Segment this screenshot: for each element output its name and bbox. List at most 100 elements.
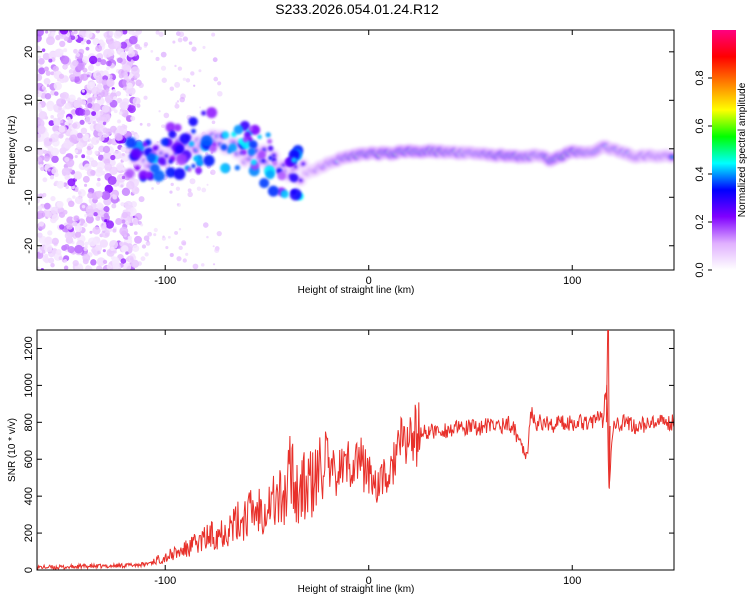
ridge-blob <box>138 170 149 181</box>
noise-blob <box>120 146 127 153</box>
ridge-blob <box>671 156 673 158</box>
y-tick-label: 10 <box>23 94 35 106</box>
noise-blob <box>83 38 87 43</box>
noise-blob <box>182 258 187 263</box>
noise-blob <box>97 57 102 63</box>
noise-blob <box>68 69 74 74</box>
noise-blob <box>52 125 59 132</box>
noise-blob <box>121 245 129 253</box>
noise-blob <box>48 120 55 127</box>
noise-blob <box>37 90 43 97</box>
noise-blob <box>92 226 101 235</box>
ridge-blob <box>261 158 266 163</box>
noise-blob <box>201 187 207 193</box>
snr-frame <box>36 329 675 571</box>
ridge-blob <box>277 171 287 181</box>
ridge-blob <box>233 124 244 135</box>
colorbar-ticks: 0.0 0.2 0.4 0.6 0.8 <box>694 70 712 278</box>
ridge-blob <box>294 165 297 168</box>
noise-blob <box>138 82 144 89</box>
ridge-blob <box>176 153 188 166</box>
noise-blob <box>112 96 118 101</box>
noise-blob <box>96 95 101 101</box>
noise-blob <box>143 235 150 242</box>
noise-blob <box>63 244 70 250</box>
noise-blob <box>102 70 109 77</box>
noise-blob <box>97 250 101 255</box>
noise-blob <box>96 202 103 209</box>
noise-blob <box>115 218 123 226</box>
noise-blob <box>93 211 98 217</box>
noise-blob <box>122 86 127 91</box>
noise-blob <box>106 264 113 270</box>
noise-blob <box>196 186 202 191</box>
noise-blob <box>176 256 182 262</box>
noise-blob <box>48 138 53 142</box>
noise-blob <box>70 35 76 41</box>
ridge-blob <box>221 131 230 139</box>
noise-blob <box>62 209 68 215</box>
spectrogram-frame <box>36 29 675 271</box>
noise-blob <box>63 259 68 263</box>
noise-blob <box>92 38 100 46</box>
ridge-blob <box>220 163 231 174</box>
noise-blob <box>188 41 193 45</box>
noise-blob <box>38 235 47 244</box>
noise-blob <box>138 46 142 51</box>
noise-blob <box>120 258 127 264</box>
noise-blob <box>66 116 71 121</box>
noise-blob <box>74 244 83 254</box>
noise-blob <box>119 241 124 247</box>
noise-blob <box>82 55 90 64</box>
noise-blob <box>86 155 91 160</box>
noise-blob <box>85 30 93 39</box>
ridge-blob <box>234 165 241 171</box>
noise-blob <box>67 245 75 254</box>
noise-blob <box>90 136 100 146</box>
ridge-blob <box>248 140 258 149</box>
noise-blob <box>213 76 219 82</box>
noise-blob <box>95 45 103 52</box>
noise-blob <box>163 112 170 119</box>
ridge-blob <box>257 150 267 160</box>
ridge-blob <box>188 116 198 127</box>
x-tick-label: 100 <box>563 575 581 587</box>
noise-blob <box>38 67 46 75</box>
ridge-blob <box>142 141 148 147</box>
noise-blob <box>202 45 206 49</box>
y-tick-label: 0 <box>23 146 35 152</box>
ridge-blob <box>302 163 305 165</box>
noise-blob <box>100 59 107 66</box>
noise-blob <box>98 131 104 137</box>
noise-blob <box>86 39 91 45</box>
ridge-blob <box>168 130 177 139</box>
ridge-blob <box>206 107 218 119</box>
noise-blob <box>125 221 130 226</box>
noise-blob <box>92 102 101 112</box>
noise-blob <box>60 120 64 124</box>
noise-blob <box>80 127 88 135</box>
noise-blob <box>92 120 96 125</box>
noise-blob <box>84 241 89 246</box>
noise-blob <box>42 177 48 183</box>
noise-blob <box>78 108 86 116</box>
noise-blob <box>177 66 183 71</box>
noise-blob <box>210 169 216 176</box>
ridge-blob <box>243 131 252 139</box>
noise-blob <box>44 92 52 100</box>
noise-blob <box>101 229 110 238</box>
noise-blob <box>169 252 174 258</box>
noise-blob <box>62 65 68 70</box>
noise-blob <box>127 105 136 114</box>
snr-y-ticks: 0 200 400 600 800 1000 1200 <box>23 336 674 573</box>
x-tick-label: -100 <box>154 275 176 287</box>
noise-blob <box>140 256 146 262</box>
noise-blob <box>76 142 84 150</box>
ridge-blob <box>272 154 275 157</box>
ridge-blob <box>191 128 196 134</box>
noise-blob <box>151 187 154 190</box>
noise-blob <box>127 87 136 96</box>
noise-blob <box>190 71 195 76</box>
noise-blob <box>95 30 100 34</box>
noise-blob <box>130 259 140 269</box>
